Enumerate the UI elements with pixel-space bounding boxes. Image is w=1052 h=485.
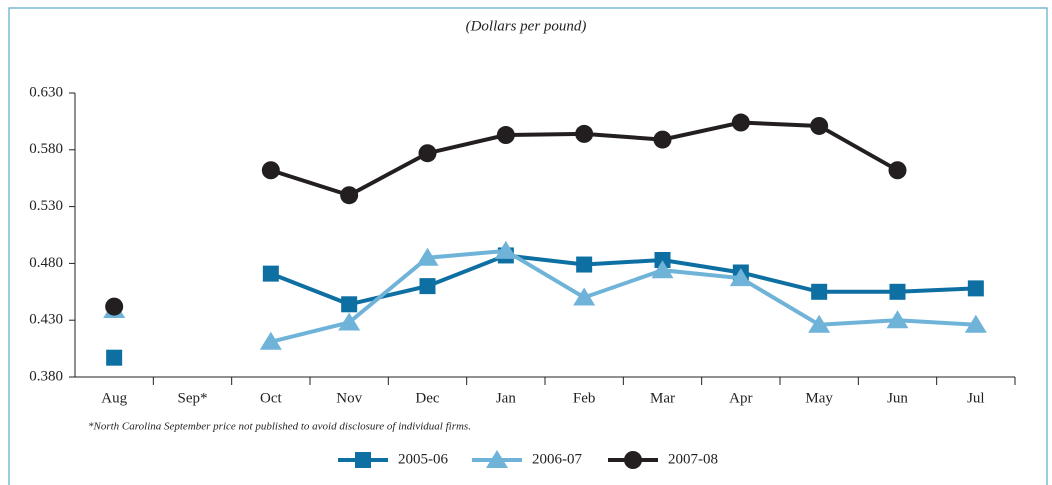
frame: [8, 7, 1048, 485]
data-point: [418, 144, 437, 163]
data-point: [654, 251, 671, 268]
footnote: *North Carolina September price not publ…: [88, 421, 471, 433]
x-tick-label: Sep*: [178, 390, 208, 406]
legend-label: 2007-08: [668, 451, 718, 467]
data-point: [105, 297, 124, 316]
data-point: [573, 287, 596, 306]
x-tick-label: Jun: [887, 390, 908, 406]
data-point: [494, 240, 517, 259]
data-point: [576, 256, 593, 273]
data-point: [810, 116, 829, 135]
data-point: [262, 265, 279, 282]
data-point: [811, 283, 828, 300]
series-line: [270, 248, 976, 344]
series-line: [270, 253, 976, 307]
x-tick-label: Feb: [573, 390, 596, 406]
data-point: [341, 296, 358, 313]
data-point: [889, 283, 906, 300]
x-tick-label: May: [805, 390, 833, 406]
x-tick-label: Dec: [415, 390, 439, 406]
x-tick-label: Aug: [101, 390, 127, 406]
chart-subtitle: (Dollars per pound): [466, 18, 587, 34]
x-tick-label: Apr: [729, 390, 752, 406]
data-point: [259, 331, 282, 350]
x-tick-label: Jul: [967, 390, 985, 406]
legend-marker: [355, 452, 371, 468]
legend-marker: [486, 450, 508, 468]
data-point: [964, 314, 987, 333]
y-tick-label: 0.530: [29, 198, 63, 214]
data-point: [808, 314, 831, 333]
y-tick-label: 0.380: [29, 368, 63, 384]
data-point: [416, 247, 439, 266]
data-point: [575, 124, 594, 143]
data-point: [261, 161, 280, 180]
y-tick-label: 0.430: [29, 312, 63, 328]
data-point: [729, 268, 752, 287]
data-point: [888, 161, 907, 180]
y-tick-label: 0.580: [29, 141, 63, 157]
data-point: [496, 126, 515, 145]
data-point: [967, 280, 984, 297]
data-point: [106, 349, 123, 366]
data-point: [340, 186, 359, 205]
data-point: [886, 310, 909, 329]
data-point: [419, 278, 436, 295]
data-point: [338, 312, 361, 331]
x-tick-label: Mar: [650, 390, 675, 406]
x-tick-label: Nov: [336, 390, 362, 406]
legend-label: 2006-07: [532, 451, 582, 467]
x-tick-label: Jan: [496, 390, 516, 406]
legend-marker: [624, 451, 642, 469]
y-tick-label: 0.480: [29, 255, 63, 271]
x-tick-label: Oct: [260, 390, 282, 406]
y-tick-label: 0.630: [29, 84, 63, 100]
data-point: [653, 130, 672, 149]
data-point: [731, 113, 750, 132]
legend-label: 2005-06: [398, 451, 448, 467]
data-point: [651, 260, 674, 279]
